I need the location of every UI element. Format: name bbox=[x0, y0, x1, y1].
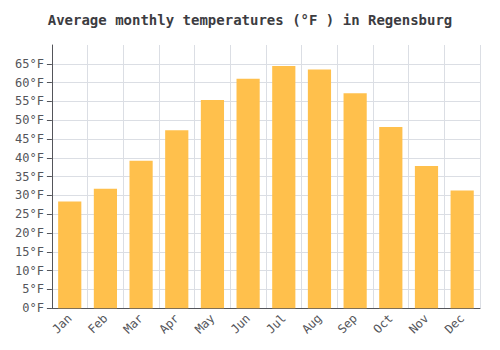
svg-text:40°F: 40°F bbox=[15, 151, 44, 165]
svg-text:Sep: Sep bbox=[335, 311, 360, 336]
svg-text:Aug: Aug bbox=[299, 311, 324, 336]
svg-text:May: May bbox=[192, 311, 217, 336]
svg-text:Jun: Jun bbox=[228, 311, 253, 336]
svg-text:20°F: 20°F bbox=[15, 226, 44, 240]
svg-text:Average monthly temperatures (: Average monthly temperatures (°F ) in Re… bbox=[48, 12, 453, 28]
svg-text:25°F: 25°F bbox=[15, 207, 44, 221]
svg-text:Feb: Feb bbox=[85, 311, 110, 336]
svg-text:0°F: 0°F bbox=[22, 301, 44, 315]
svg-text:55°F: 55°F bbox=[15, 94, 44, 108]
svg-text:Mar: Mar bbox=[121, 311, 146, 336]
svg-text:Nov: Nov bbox=[406, 311, 431, 336]
svg-text:50°F: 50°F bbox=[15, 113, 44, 127]
svg-text:30°F: 30°F bbox=[15, 188, 44, 202]
svg-text:5°F: 5°F bbox=[22, 282, 44, 296]
svg-text:Apr: Apr bbox=[156, 311, 181, 336]
svg-text:Jan: Jan bbox=[49, 311, 74, 336]
svg-text:Dec: Dec bbox=[442, 311, 467, 336]
svg-text:45°F: 45°F bbox=[15, 132, 44, 146]
svg-text:15°F: 15°F bbox=[15, 245, 44, 259]
svg-text:60°F: 60°F bbox=[15, 76, 44, 90]
svg-text:Oct: Oct bbox=[371, 311, 396, 336]
svg-text:Jul: Jul bbox=[264, 311, 289, 336]
svg-text:35°F: 35°F bbox=[15, 170, 44, 184]
svg-text:65°F: 65°F bbox=[15, 57, 44, 71]
svg-text:10°F: 10°F bbox=[15, 264, 44, 278]
